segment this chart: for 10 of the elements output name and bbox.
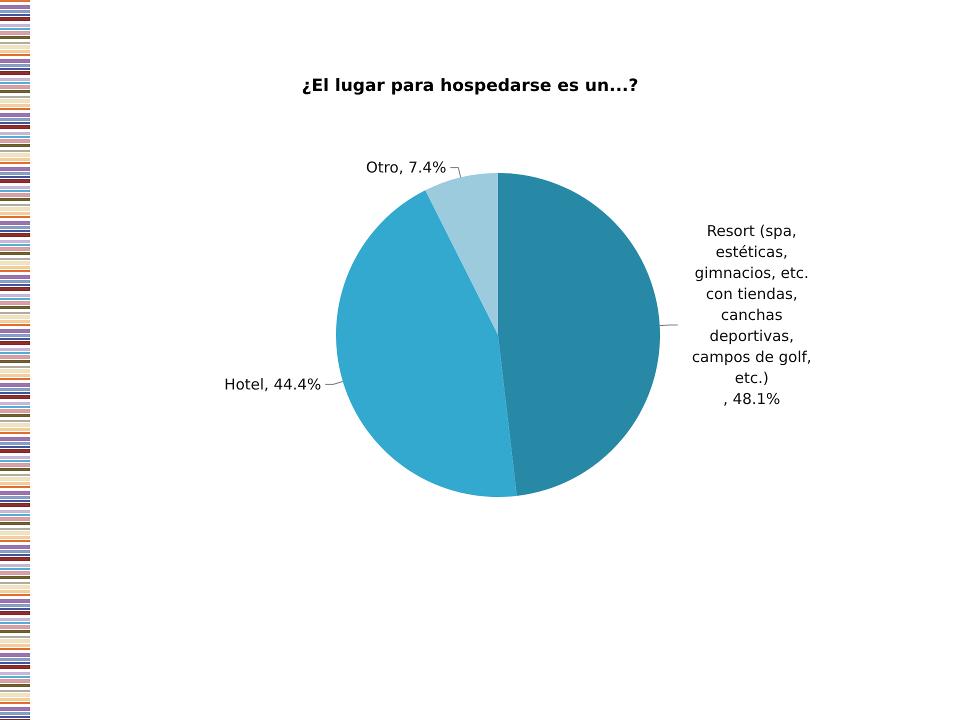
- data-label: , 48.1%: [723, 390, 780, 408]
- slice-label: Hotel: [224, 375, 264, 394]
- slice-label: Resort (spa, estéticas, gimnacios, etc. con tiendas, canchas deportivas, campos de golf, etc.): [692, 222, 812, 387]
- pie-slice: [498, 173, 660, 496]
- slice-label: Otro: [366, 158, 399, 177]
- pie-slice: [336, 190, 517, 497]
- pie-slice: [425, 173, 498, 335]
- data-label: , 44.4%: [264, 375, 322, 394]
- chart-title: ¿El lugar para hospedarse es un...?: [302, 76, 638, 96]
- data-label: , 7.4%: [398, 158, 446, 177]
